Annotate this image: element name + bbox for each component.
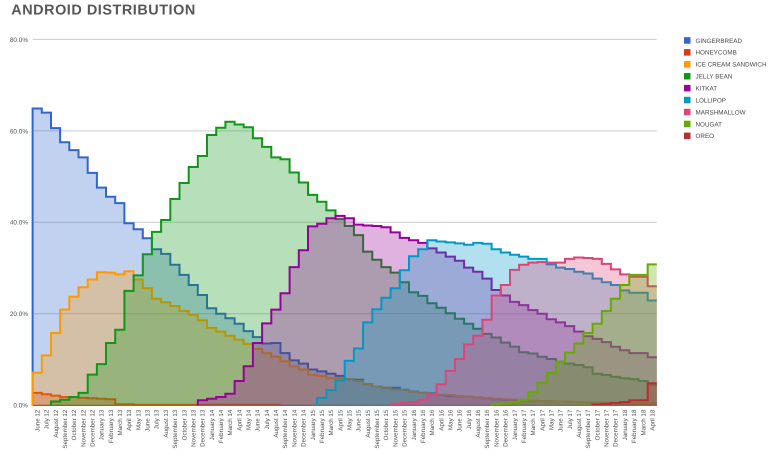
svg-text:March 16: March 16	[429, 409, 436, 435]
svg-text:October 17: October 17	[594, 409, 601, 440]
svg-text:February 15: February 15	[319, 409, 326, 443]
svg-text:May 16: May 16	[448, 409, 455, 430]
svg-text:March 13: March 13	[117, 409, 124, 435]
svg-text:July 16: July 16	[466, 409, 473, 429]
svg-text:September 13: September 13	[172, 409, 179, 448]
svg-text:LOLLIPOP: LOLLIPOP	[696, 97, 726, 104]
svg-text:July 17: July 17	[567, 409, 574, 429]
svg-text:May 17: May 17	[549, 409, 556, 430]
svg-text:February 14: February 14	[218, 409, 225, 443]
svg-text:December 12: December 12	[90, 409, 97, 447]
svg-text:GINGERBREAD: GINGERBREAD	[696, 38, 743, 45]
svg-text:ANDROID DISTRIBUTION: ANDROID DISTRIBUTION	[11, 3, 195, 19]
svg-text:September 17: September 17	[585, 409, 592, 448]
svg-text:March 17: March 17	[530, 409, 537, 435]
svg-text:NOUGAT: NOUGAT	[696, 121, 723, 128]
svg-text:November 16: November 16	[493, 409, 500, 447]
svg-text:November 13: November 13	[190, 409, 197, 447]
svg-text:June 15: June 15	[356, 409, 363, 432]
svg-text:December 14: December 14	[301, 409, 308, 447]
svg-text:April 14: April 14	[236, 409, 243, 431]
svg-text:December 13: December 13	[200, 409, 207, 447]
svg-text:April 18: April 18	[650, 409, 657, 431]
svg-text:February 16: February 16	[420, 409, 427, 443]
svg-text:May 13: May 13	[135, 409, 142, 430]
svg-text:September 15: September 15	[374, 409, 381, 448]
svg-text:March 14: March 14	[227, 409, 234, 435]
svg-text:0.0%: 0.0%	[13, 403, 28, 410]
svg-text:November 17: November 17	[604, 409, 611, 447]
svg-text:August 16: August 16	[475, 409, 482, 437]
svg-text:December 15: December 15	[402, 409, 409, 447]
svg-text:June 13: June 13	[145, 409, 152, 432]
svg-text:March 18: March 18	[640, 409, 647, 435]
svg-text:May 15: May 15	[347, 409, 354, 430]
svg-text:April 17: April 17	[539, 409, 546, 431]
svg-text:April 15: April 15	[337, 409, 344, 431]
svg-text:JELLY BEAN: JELLY BEAN	[696, 74, 733, 81]
svg-text:January 15: January 15	[310, 409, 317, 440]
svg-text:November 14: November 14	[291, 409, 298, 447]
svg-text:June 14: June 14	[255, 409, 262, 432]
svg-text:February 17: February 17	[521, 409, 528, 443]
svg-text:August 17: August 17	[576, 409, 583, 437]
svg-text:November 12: November 12	[80, 409, 87, 447]
svg-text:October 13: October 13	[181, 409, 188, 440]
svg-text:January 18: January 18	[622, 409, 629, 440]
svg-text:January 17: January 17	[512, 409, 519, 440]
svg-text:OREO: OREO	[696, 133, 715, 140]
svg-text:October 12: October 12	[71, 409, 78, 440]
svg-text:October 15: October 15	[383, 409, 390, 440]
svg-text:August 14: August 14	[273, 409, 280, 437]
svg-text:60.0%: 60.0%	[10, 128, 28, 135]
svg-text:February 18: February 18	[631, 409, 638, 443]
svg-text:January 14: January 14	[209, 409, 216, 440]
svg-text:HONEYCOMB: HONEYCOMB	[696, 50, 737, 57]
svg-text:December 16: December 16	[503, 409, 510, 447]
svg-text:May 14: May 14	[246, 409, 253, 430]
svg-text:April 13: April 13	[126, 409, 133, 431]
svg-text:80.0%: 80.0%	[10, 37, 28, 44]
svg-text:August 13: August 13	[163, 409, 170, 437]
svg-text:February 13: February 13	[108, 409, 115, 443]
svg-text:20.0%: 20.0%	[10, 311, 28, 318]
svg-text:December 17: December 17	[613, 409, 620, 447]
svg-text:July 13: July 13	[154, 409, 161, 429]
svg-text:September 14: September 14	[282, 409, 289, 448]
svg-text:July 14: July 14	[264, 409, 271, 429]
svg-text:MARSHMALLOW: MARSHMALLOW	[696, 109, 746, 116]
svg-text:January 16: January 16	[411, 409, 418, 440]
svg-text:June 17: June 17	[558, 409, 565, 432]
svg-text:November 15: November 15	[392, 409, 399, 447]
svg-text:August 15: August 15	[365, 409, 372, 437]
svg-text:September 16: September 16	[484, 409, 491, 448]
svg-text:ICE CREAM SANDWICH: ICE CREAM SANDWICH	[696, 62, 767, 69]
svg-text:January 13: January 13	[99, 409, 106, 440]
svg-text:April 16: April 16	[438, 409, 445, 431]
svg-text:40.0%: 40.0%	[10, 220, 28, 227]
svg-text:June 12: June 12	[34, 409, 41, 432]
svg-text:KITKAT: KITKAT	[696, 86, 718, 93]
svg-text:September 12: September 12	[62, 409, 69, 448]
svg-text:August 12: August 12	[53, 409, 60, 437]
svg-text:July 12: July 12	[44, 409, 51, 429]
svg-text:March 15: March 15	[328, 409, 335, 435]
svg-text:June 16: June 16	[457, 409, 464, 432]
